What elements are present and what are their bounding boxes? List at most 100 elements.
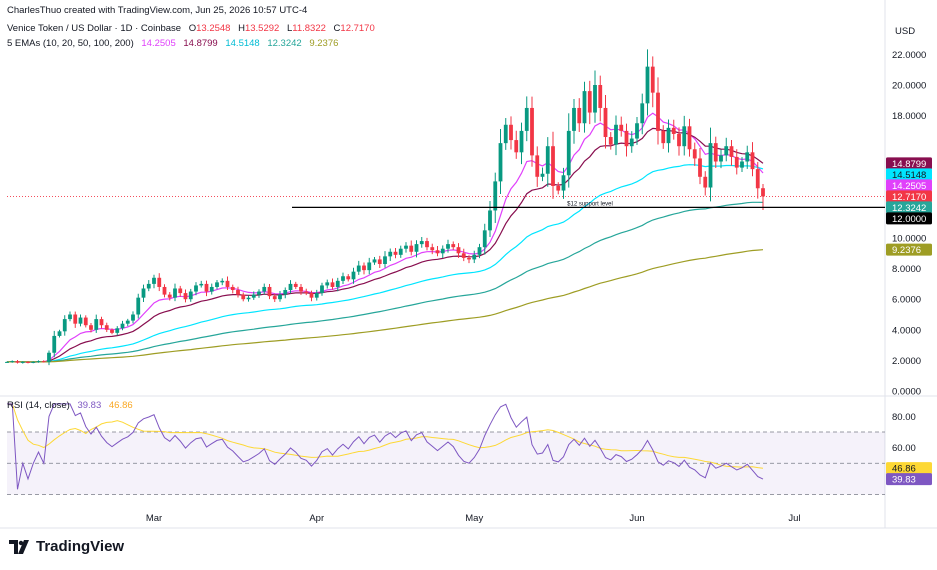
candle-body — [325, 282, 330, 286]
candle-body — [99, 319, 104, 326]
price-tick-label: 0.0000 — [892, 387, 921, 398]
rsi-band — [7, 432, 885, 495]
candle-body — [241, 294, 246, 300]
price-grid — [0, 0, 937, 529]
candle-body — [488, 210, 492, 231]
price-tick-label: 6.0000 — [892, 295, 921, 306]
candle-body — [204, 283, 209, 292]
brand-name: TradingView — [36, 538, 125, 555]
price-axis[interactable]: 0.0000 2.0000 4.0000 6.0000 8.0000 10.0000 18.… — [892, 50, 926, 454]
candle-body — [15, 361, 20, 363]
currency-label[interactable]: USD — [895, 26, 915, 37]
candle-body — [682, 126, 687, 147]
candle-body — [503, 124, 508, 144]
candle-body — [36, 361, 41, 363]
candle-body — [362, 265, 366, 271]
candle-body — [146, 283, 151, 289]
candle-body — [640, 103, 645, 124]
symbol-title: Venice Token / US Dollar · 1D · Coinbase — [7, 23, 182, 34]
rsi-tick-label: 80.00 — [892, 412, 916, 423]
candle-body — [251, 294, 256, 298]
price-tag-label: 12.3242 — [892, 203, 926, 214]
candle-body — [167, 294, 172, 298]
rsi-pane — [7, 403, 885, 495]
candle-body — [52, 335, 57, 353]
price-tick-label: 22.0000 — [892, 50, 926, 61]
candle-body — [272, 296, 277, 300]
candle-body — [493, 181, 498, 211]
candle-body — [698, 158, 702, 177]
candle-body — [661, 130, 666, 144]
ema-legend-title: 5 EMAs (10, 20, 50, 100, 200) — [7, 38, 134, 49]
support-level-annotation: $12 support level — [567, 201, 613, 207]
candle-body — [666, 127, 671, 144]
candle-body — [692, 149, 697, 159]
candle-body — [288, 283, 293, 291]
candle-body — [703, 176, 708, 188]
candle-body — [593, 85, 597, 113]
candle-body — [677, 133, 681, 147]
candle-body — [414, 244, 419, 252]
candle-body — [509, 124, 513, 141]
ohlc-low-value: 11.8322 — [292, 23, 326, 34]
candle-body — [183, 293, 188, 300]
candle-body — [220, 280, 225, 283]
candle-body — [372, 259, 377, 263]
candle-body — [125, 320, 130, 324]
ohlc-high-value: 13.5292 — [244, 23, 280, 34]
price-tick-label: 20.0000 — [892, 81, 926, 92]
ema-legend[interactable]: 5 EMAs (10, 20, 50, 100, 200) 14.2505 14… — [7, 38, 338, 49]
candle-body — [178, 288, 183, 294]
tradingview-logo[interactable]: TradingView — [9, 538, 124, 555]
ohlc-low-label: L — [286, 23, 293, 34]
candle-body — [293, 283, 298, 287]
ohlc-close-value: 12.7170 — [340, 23, 375, 34]
candle-body — [141, 288, 146, 298]
candle-body — [435, 250, 440, 254]
candle-body — [346, 276, 351, 280]
candle-body — [215, 282, 219, 287]
candle-body — [225, 280, 230, 287]
candle-body — [152, 277, 156, 284]
symbol-line[interactable]: Venice Token / US Dollar · 1D · Coinbase… — [7, 23, 375, 34]
candle-body — [335, 280, 340, 287]
candle-body — [393, 251, 398, 255]
candle-body — [262, 286, 267, 292]
candle-body — [472, 254, 477, 260]
candle-body — [115, 328, 120, 333]
candle-body — [110, 329, 114, 333]
candle-body — [398, 248, 403, 255]
candle-body — [83, 317, 88, 326]
credit-line: CharlesThuo created with TradingView.com… — [7, 5, 307, 16]
ema20-value: 14.8799 — [183, 38, 218, 49]
candle-body — [246, 297, 251, 300]
rsi-tag-label: 46.86 — [892, 464, 916, 475]
candle-body — [446, 244, 450, 249]
ema200-value: 9.2376 — [309, 38, 339, 49]
rsi-line — [7, 403, 764, 490]
candle-body — [551, 146, 555, 186]
candle-body — [173, 288, 177, 298]
candle-body — [236, 290, 240, 295]
price-tick-label: 10.0000 — [892, 234, 926, 245]
price-tag-label: 14.2505 — [892, 181, 926, 192]
candles — [5, 49, 765, 366]
candle-body — [89, 325, 93, 330]
ema-line — [7, 164, 764, 363]
candle-body — [519, 130, 524, 153]
candle-body — [650, 66, 655, 93]
price-tag — [886, 201, 932, 214]
candle-body — [713, 143, 718, 162]
candle-body — [456, 247, 461, 254]
candle-body — [482, 230, 487, 248]
ohlc-open-value: 13.2548 — [196, 23, 231, 34]
candle-body — [656, 92, 660, 131]
rsi-legend[interactable]: RSI (14, close) 39.83 46.86 — [7, 400, 133, 411]
candle-body — [78, 317, 83, 324]
candle-body — [603, 107, 608, 138]
candle-body — [41, 361, 46, 363]
candle-body — [330, 282, 335, 287]
candle-body — [383, 256, 387, 265]
time-axis[interactable]: Mar Apr May Jun Jul — [146, 513, 801, 524]
